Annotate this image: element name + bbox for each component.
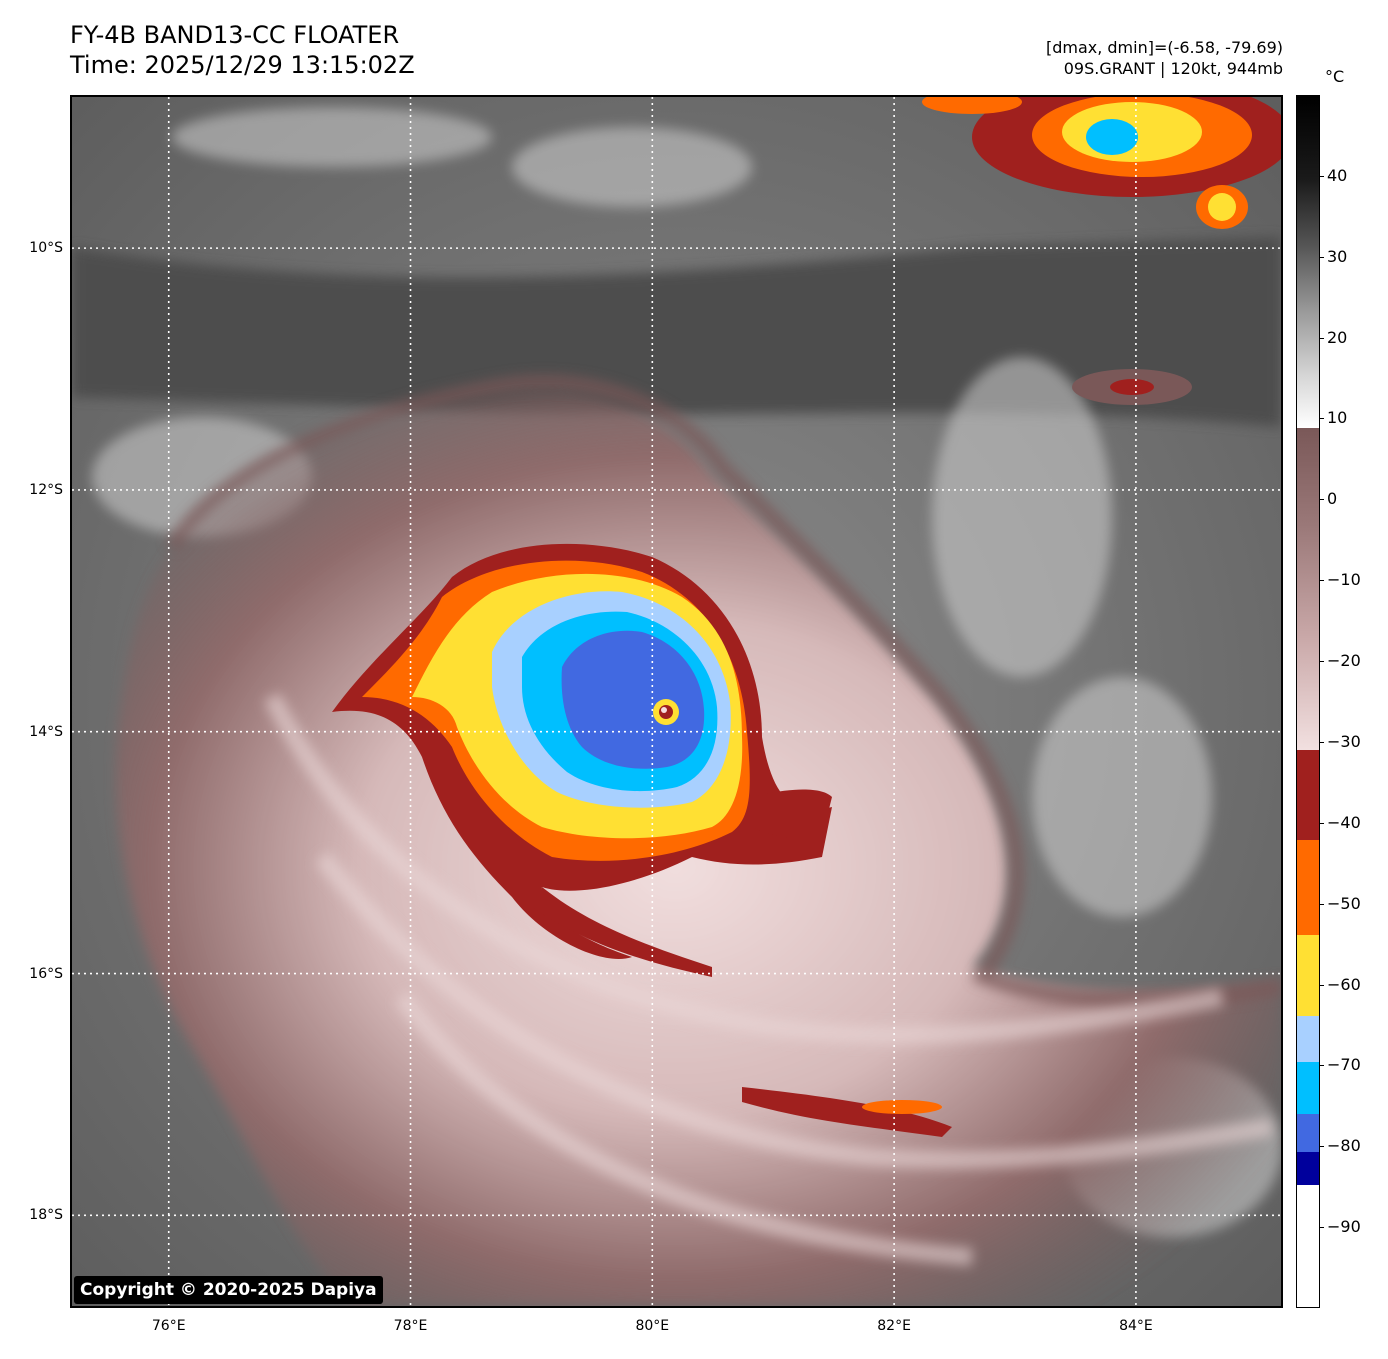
northeast-convection <box>922 97 1281 405</box>
latitude-label: 12°S <box>29 481 63 498</box>
colorbar-white-segment <box>1297 1185 1319 1307</box>
colorbar-tick-label: 20 <box>1327 327 1348 347</box>
colorbar-darkred-segment <box>1297 750 1319 840</box>
colorbar-tick-mark <box>1320 984 1324 986</box>
colorbar-tick-label: 30 <box>1327 246 1348 266</box>
rain-bands <box>263 692 1274 1266</box>
colorbar-tick-mark <box>1320 1146 1324 1148</box>
colorbar-blue-segment <box>1297 1114 1319 1152</box>
colorbar-tick-mark <box>1320 661 1324 663</box>
central-dense-overcast <box>332 543 832 959</box>
southern-rain-band <box>742 1087 952 1137</box>
colorbar-tick-label: −40 <box>1327 812 1361 832</box>
longitude-label: 84°E <box>1119 1318 1153 1334</box>
colorbar-tick-label: −50 <box>1327 893 1361 913</box>
colorbar-tick-label: 40 <box>1327 165 1348 185</box>
colorbar-tick-label: −20 <box>1327 651 1361 671</box>
latitude-label: 10°S <box>29 240 63 257</box>
colorbar-unit: °C <box>1325 67 1345 86</box>
colorbar-tick-label: −90 <box>1327 1217 1361 1237</box>
colorbar-tick-mark <box>1320 1227 1324 1229</box>
colorbar-tick-mark <box>1320 1065 1324 1067</box>
longitude-label: 78°E <box>393 1318 428 1334</box>
colorbar-cyan-segment <box>1297 1062 1319 1114</box>
colorbar-tick-mark <box>1320 175 1324 177</box>
satellite-image-map[interactable]: Copyright © 2020-2025 Dapiya <box>70 95 1283 1308</box>
figure-title: FY-4B BAND13-CC FLOATER Time: 2025/12/29… <box>70 20 415 80</box>
colorbar-tick-label: −10 <box>1327 570 1361 590</box>
storm-name-intensity: 09S.GRANT | 120kt, 944mb <box>1063 59 1283 78</box>
colorbar-navy-segment <box>1297 1152 1319 1185</box>
longitude-label: 80°E <box>635 1318 670 1334</box>
colorbar-tick-label: 0 <box>1327 489 1338 509</box>
colorbar-orange-segment <box>1297 840 1319 935</box>
longitude-label: 82°E <box>877 1318 911 1334</box>
colorbar-tick-label: −80 <box>1327 1136 1361 1156</box>
dmax-dmin-text: [dmax, dmin]=(-6.58, -79.69) <box>1045 38 1283 57</box>
colorbar-tick-mark <box>1320 741 1324 743</box>
colorbar-tick-label: −70 <box>1327 1055 1361 1075</box>
spiral-tendrils <box>532 789 832 977</box>
colorbar-tick-mark <box>1320 418 1324 420</box>
colorbar-gray-segment <box>1297 96 1319 428</box>
title-line-2: Time: 2025/12/29 13:15:02Z <box>70 51 415 79</box>
temperature-colorbar <box>1296 95 1320 1308</box>
colorbar-tick-mark <box>1320 580 1324 582</box>
latitude-label: 18°S <box>29 1207 63 1224</box>
latitude-label: 14°S <box>29 723 63 740</box>
colorbar-yellow-segment <box>1297 935 1319 1016</box>
latitude-label: 16°S <box>29 965 63 982</box>
colorbar-tick-label: −30 <box>1327 731 1361 751</box>
colorbar-tick-mark <box>1320 256 1324 258</box>
storm-info: [dmax, dmin]=(-6.58, -79.69) 09S.GRANT |… <box>1046 37 1283 79</box>
colorbar-tick-mark <box>1320 337 1324 339</box>
colorbar-mauve-segment <box>1297 428 1319 750</box>
colorbar-lightblue-segment <box>1297 1016 1319 1062</box>
colorbar-tick-label: 10 <box>1327 408 1348 428</box>
colorbar-tick-label: −60 <box>1327 974 1361 994</box>
satellite-imagery <box>72 97 1281 1306</box>
title-line-1: FY-4B BAND13-CC FLOATER <box>70 21 400 49</box>
longitude-label: 76°E <box>151 1318 186 1334</box>
copyright-notice: Copyright © 2020-2025 Dapiya <box>74 1276 383 1304</box>
colorbar-tick-mark <box>1320 499 1324 501</box>
colorbar-tick-mark <box>1320 822 1324 824</box>
colorbar-tick-mark <box>1320 903 1324 905</box>
shield-edge <box>165 374 1281 1008</box>
